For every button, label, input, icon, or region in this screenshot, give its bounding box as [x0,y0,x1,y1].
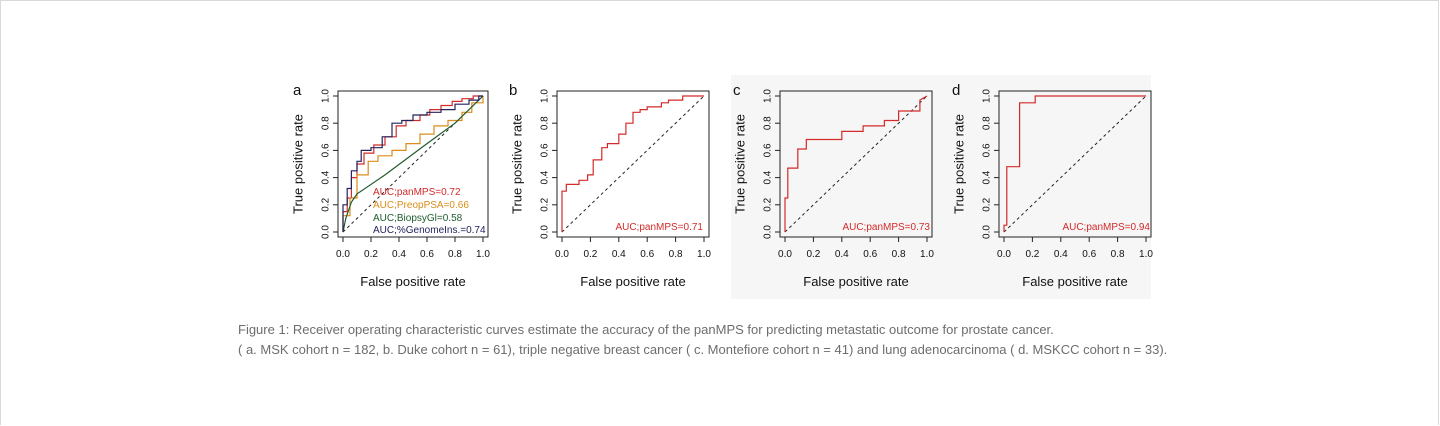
x-tick-label: 0.4 [392,249,406,260]
roc-panel-a: 0.0 0.0 0.2 0.2 0.4 0.4 0.6 0.6 0.8 0.8 1.0 1.0 Fals… [290,82,490,289]
y-axis-label: True positive rate [290,114,305,214]
legend-entry: AUC;panMPS=0.72 [373,187,461,198]
x-tick-label: 0.0 [336,249,350,260]
y-tick-label: 1.0 [321,89,332,103]
panel-letter: c [733,82,741,99]
y-tick-label: 0.0 [763,225,774,239]
y-tick-label: 0.2 [982,197,993,211]
y-tick-label: 0.2 [321,197,332,211]
x-tick-label: 0.8 [669,249,683,260]
roc-curve-1 [1003,95,1146,232]
y-axis-label: True positive rate [732,114,747,214]
legend-entry: AUC;panMPS=0.73 [842,222,930,233]
y-tick-label: 0.6 [763,143,774,157]
y-tick-label: 0.8 [982,116,993,130]
legend-entry: AUC;PreopPSA=0.66 [373,200,469,211]
y-tick-label: 0.8 [540,116,551,130]
legend-entry: AUC;BiopsyGl=0.58 [373,213,463,224]
x-tick-label: 0.6 [1082,249,1096,260]
y-tick-label: 0.2 [540,197,551,211]
diagonal-line [1003,95,1147,233]
x-tick-label: 1.0 [920,249,934,260]
diagonal-line [784,95,928,233]
x-tick-label: 1.0 [476,249,490,260]
panel-letter: d [952,82,960,99]
y-tick-label: 0.2 [763,197,774,211]
plot-area [556,90,710,238]
roc-curve-1 [561,95,704,232]
plot-area [998,90,1152,238]
x-axis-label: False positive rate [803,274,909,289]
roc-curve-3 [342,95,484,233]
x-axis-label: False positive rate [360,274,466,289]
y-axis-label: True positive rate [509,114,524,214]
roc-curve-1 [784,95,928,232]
legend-entry: AUC;%GenomeIns.=0.74 [373,225,486,236]
y-tick-label: 1.0 [763,89,774,103]
y-tick-label: 0.0 [540,225,551,239]
roc-panel-b: 0.0 0.0 0.2 0.2 0.4 0.4 0.6 0.6 0.8 0.8 1.0 1.0 Fals… [509,82,711,289]
y-tick-label: 0.4 [982,170,993,184]
y-tick-label: 0.4 [540,170,551,184]
roc-panel-c: 0.0 0.0 0.2 0.2 0.4 0.4 0.6 0.6 0.8 0.8 1.0 1.0 Fals… [731,75,1151,299]
x-tick-label: 0.8 [448,249,462,260]
panel-letter: a [293,82,302,99]
x-tick-label: 0.4 [1054,249,1068,260]
x-tick-label: 0.6 [863,249,877,260]
x-tick-label: 1.0 [697,249,711,260]
roc-curve-4 [342,95,483,232]
plot-area [779,90,933,238]
legend-entry: AUC;panMPS=0.71 [615,222,703,233]
y-tick-label: 0.0 [321,225,332,239]
legend-entry: AUC;panMPS=0.94 [1062,222,1150,233]
x-tick-label: 0.8 [1111,249,1125,260]
x-tick-label: 0.6 [640,249,654,260]
x-tick-label: 0.0 [997,249,1011,260]
x-tick-label: 0.2 [806,249,820,260]
x-tick-label: 0.8 [892,249,906,260]
x-tick-label: 0.0 [778,249,792,260]
figure-caption: Figure 1: Receiver operating characteris… [238,320,1388,360]
panel-letter: b [509,82,517,99]
y-tick-label: 1.0 [982,89,993,103]
x-axis-label: False positive rate [1022,274,1128,289]
caption-line-2: ( a. MSK cohort n = 182, b. Duke cohort … [238,342,1168,357]
x-tick-label: 0.4 [612,249,626,260]
y-tick-label: 0.6 [321,143,332,157]
x-tick-label: 1.0 [1139,249,1153,260]
x-tick-label: 0.2 [1025,249,1039,260]
y-tick-label: 0.6 [540,143,551,157]
panel-background [731,75,1151,299]
x-tick-label: 0.2 [583,249,597,260]
x-tick-label: 0.2 [364,249,378,260]
y-tick-label: 0.8 [763,116,774,130]
y-axis-label: True positive rate [951,114,966,214]
y-tick-label: 0.0 [982,225,993,239]
roc-panel-d: 0.0 0.0 0.2 0.2 0.4 0.4 0.6 0.6 0.8 0.8 1.0 1.0 Fals… [951,82,1153,289]
y-tick-label: 0.4 [321,170,332,184]
y-tick-label: 0.6 [982,143,993,157]
y-tick-label: 0.8 [321,116,332,130]
x-tick-label: 0.4 [835,249,849,260]
x-tick-label: 0.0 [555,249,569,260]
caption-line-1: Figure 1: Receiver operating characteris… [238,322,1054,337]
x-axis-label: False positive rate [580,274,686,289]
plot-area [337,90,489,238]
x-tick-label: 0.6 [420,249,434,260]
y-tick-label: 1.0 [540,89,551,103]
diagonal-line [561,95,705,233]
y-tick-label: 0.4 [763,170,774,184]
roc-figure: 0.0 0.0 0.2 0.2 0.4 0.4 0.6 0.6 0.8 0.8 1.0 1.0 Fals… [290,75,1154,299]
